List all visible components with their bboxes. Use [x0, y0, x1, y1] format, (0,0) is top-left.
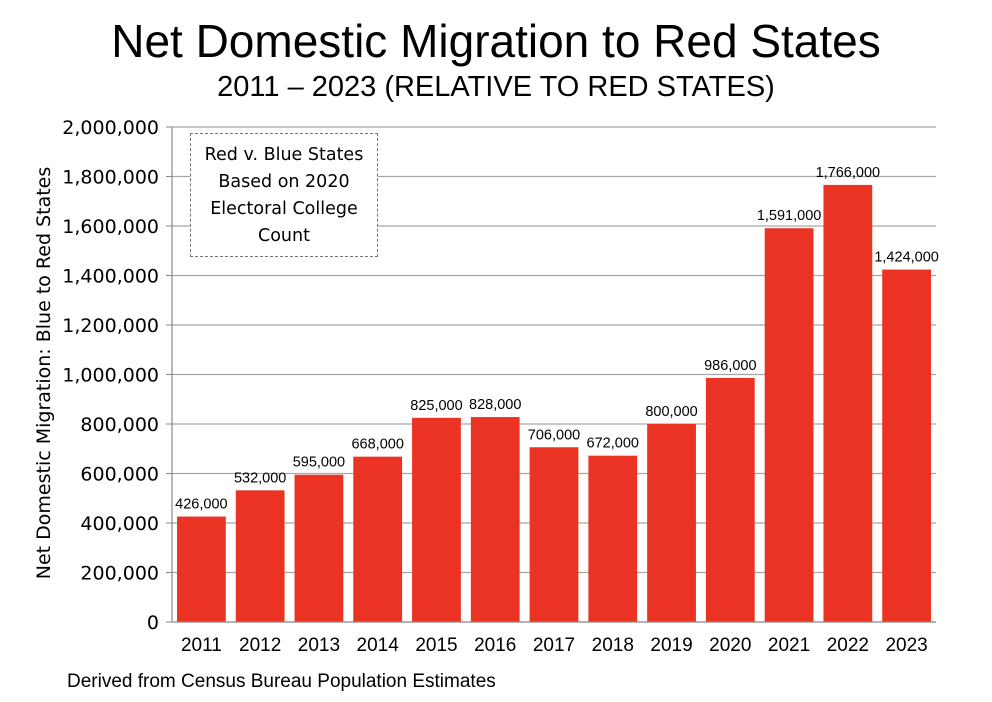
chart-title: Net Domestic Migration to Red States [111, 15, 881, 67]
y-tick-label: 1,000,000 [62, 365, 159, 387]
data-label: 1,766,000 [816, 165, 881, 181]
axes [166, 126, 936, 623]
x-tick-label: 2021 [768, 635, 810, 656]
bar-2017 [529, 447, 579, 622]
data-label: 828,000 [469, 397, 521, 413]
y-tick-label: 1,200,000 [62, 315, 159, 337]
x-tick-label: 2022 [827, 635, 869, 656]
bar-2015 [412, 417, 461, 622]
bar-2021 [764, 228, 814, 623]
data-label: 1,591,000 [757, 208, 822, 224]
x-tick-label: 2013 [298, 635, 340, 656]
data-label: 668,000 [351, 437, 403, 453]
bar-2020 [705, 377, 755, 622]
data-label: 1,424,000 [874, 250, 939, 266]
y-tick-labels: 0 200,000 400,000 600,000 800,000 1,000,000 1,… [62, 117, 159, 634]
x-tick-label: 2018 [592, 635, 634, 656]
x-tick-labels: 2011 2012 2013 2014 2015 2016 2017 2018 2019 2020… [181, 635, 928, 656]
x-tick-label: 2016 [474, 635, 516, 656]
data-labels: 426,000 532,000 595,000 668,000 825,000 828,0… [175, 165, 939, 513]
legend-note: Red v. Blue States Based on 2020 Elector… [190, 133, 378, 257]
y-axis-label: Net Domestic Migration: Blue to Red Stat… [33, 167, 55, 580]
bar-2016 [470, 417, 520, 622]
x-tick-label: 2011 [181, 635, 222, 656]
bar-2023 [882, 269, 932, 622]
bar-2018 [588, 455, 638, 622]
y-tick-label: 1,400,000 [62, 266, 159, 288]
data-label: 986,000 [704, 358, 756, 374]
bar-2012 [235, 490, 285, 622]
y-tick-label: 1,800,000 [62, 167, 159, 189]
chart-subtitle: 2011 – 2023 (RELATIVE TO RED STATES) [217, 71, 775, 103]
y-tick-label: 1,600,000 [62, 216, 159, 238]
y-tick-label: 600,000 [80, 464, 159, 486]
x-tick-label: 2015 [415, 635, 457, 656]
x-tick-label: 2017 [533, 635, 575, 656]
x-tick-label: 2012 [239, 635, 281, 656]
x-tick-label: 2020 [709, 635, 751, 656]
data-label: 672,000 [587, 436, 639, 452]
bar-2022 [823, 184, 873, 623]
y-tick-label: 200,000 [80, 563, 159, 585]
data-label: 426,000 [175, 497, 227, 513]
bars [176, 184, 932, 623]
x-tick-label: 2023 [885, 635, 927, 656]
source-note: Derived from Census Bureau Population Es… [67, 671, 496, 692]
bar-2011 [176, 516, 226, 622]
data-label: 800,000 [645, 404, 697, 420]
data-label: 532,000 [234, 470, 286, 486]
x-tick-label: 2014 [357, 635, 400, 656]
data-label: 706,000 [528, 427, 580, 443]
bar-2019 [647, 424, 696, 622]
bar-2014 [353, 456, 403, 622]
y-tick-label: 0 [147, 612, 159, 634]
y-tick-label: 400,000 [80, 513, 159, 535]
data-label: 825,000 [410, 398, 462, 414]
y-tick-label: 2,000,000 [62, 117, 159, 139]
data-label: 595,000 [293, 455, 345, 471]
y-tick-label: 800,000 [80, 414, 159, 436]
x-tick-label: 2019 [650, 635, 692, 656]
bar-2013 [294, 474, 344, 622]
